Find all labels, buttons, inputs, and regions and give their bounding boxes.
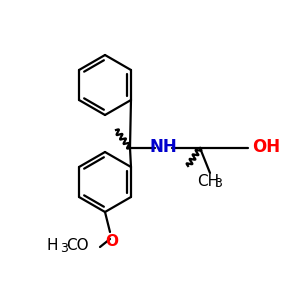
Text: CO: CO xyxy=(66,238,88,253)
Text: NH: NH xyxy=(149,138,177,156)
Text: H: H xyxy=(46,238,58,253)
Text: 3: 3 xyxy=(214,177,222,190)
Text: OH: OH xyxy=(252,138,280,156)
Text: O: O xyxy=(106,234,118,249)
Text: CH: CH xyxy=(197,174,219,189)
Text: 3: 3 xyxy=(60,242,68,254)
